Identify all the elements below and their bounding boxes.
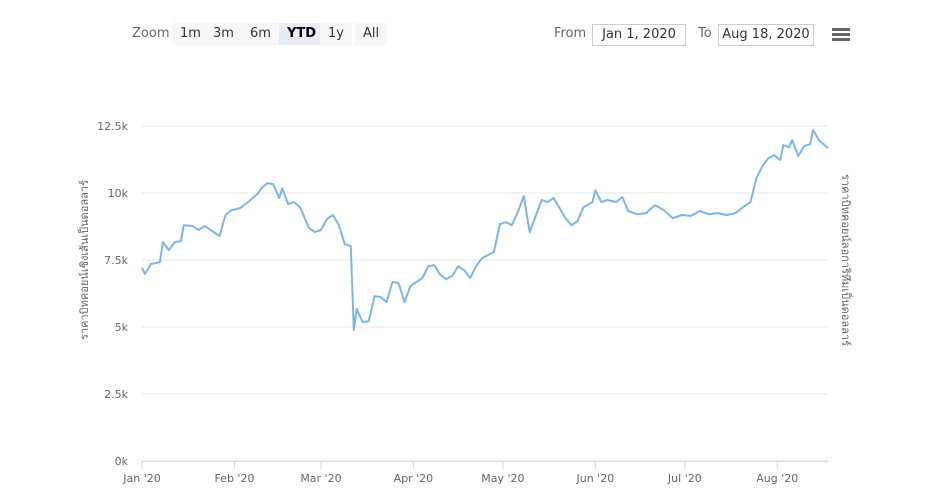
menu-bar [832,38,850,41]
x-tick-label: Aug '20 [756,472,798,485]
range-button[interactable]: 1m [172,23,209,45]
price-line [141,129,829,331]
range-button[interactable]: 6m [242,23,279,45]
y-tick-label: 7.5k [104,254,128,267]
from-label: From [554,26,587,41]
y2-axis-title: ราคาบิทคอยน์ลอการิทึมเป็นดอลลาร์ [839,174,853,346]
menu-button[interactable] [832,28,850,41]
x-tick-label: Mar '20 [300,472,341,485]
to-input[interactable]: Aug 18, 2020 [718,24,814,46]
zoom-label: Zoom [132,26,170,41]
range-button[interactable]: YTD [279,23,325,45]
y-axis-title: ราคาบิทคอยน์เชิงเส้นเป็นดอลลาร์ [77,180,91,340]
menu-bar [832,33,850,36]
x-tick-label: Apr '20 [394,472,434,485]
to-label: To [698,26,712,41]
y-tick-label: 12.5k [97,120,128,133]
x-tick-label: Jun '20 [575,472,614,485]
y-tick-label: 2.5k [104,388,128,401]
range-button[interactable]: All [355,23,388,45]
x-tick-label: Jan '20 [122,472,160,485]
y-tick-label: 0k [115,455,129,468]
y-tick-label: 10k [108,187,129,200]
x-tick-label: Feb '20 [214,472,254,485]
from-input[interactable]: Jan 1, 2020 [592,24,686,46]
range-button[interactable]: 3m [205,23,242,45]
x-tick-label: May '20 [481,472,524,485]
x-tick-label: Jul '20 [667,472,702,485]
menu-bar [832,28,850,31]
range-button[interactable]: 1y [320,23,352,45]
y-tick-label: 5k [115,321,129,334]
